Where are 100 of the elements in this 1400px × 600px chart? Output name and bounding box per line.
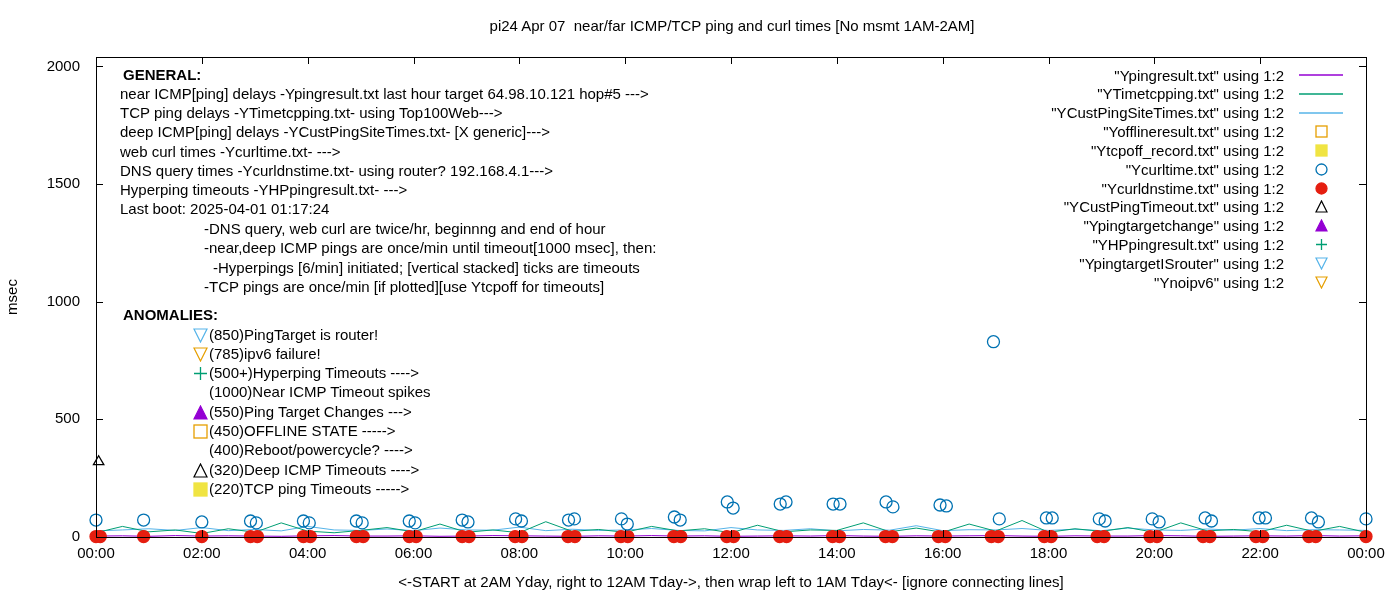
annotation: DNS query times -Ycurldnstime.txt- using router? 192.168.4.1---> <box>120 162 554 180</box>
annotation: web curl times -Ycurltime.txt- ---> <box>120 143 341 161</box>
annotation: -near,deep ICMP pings are once/min until timeout[1000 msec], then: <box>204 239 657 257</box>
x-tick-label: 10:00 <box>606 544 644 562</box>
point <box>1311 515 1326 529</box>
x-tick-label: 08:00 <box>500 544 539 562</box>
annotation: ANOMALIES: <box>123 306 218 324</box>
point <box>92 455 105 466</box>
legend-label: "YCustPingSiteTimes.txt" using 1:2 <box>1051 104 1284 122</box>
point <box>1039 511 1054 525</box>
legend-label: "Ypingtargetchange" using 1:2 <box>1083 217 1284 235</box>
chart-title: pi24 Apr 07 near/far ICMP/TCP ping and curl times [No msmt 1AM-2AM] <box>488 17 976 35</box>
legend-label: "Ytcpoff_record.txt" using 1:2 <box>1091 141 1284 159</box>
point <box>349 514 363 528</box>
legend-label: "YTimetcpping.txt" using 1:2 <box>1097 85 1284 103</box>
point <box>939 499 954 513</box>
x-tick-label: 18:00 <box>1029 544 1068 562</box>
annotation: -DNS query, web curl are twice/hr, beginnng and end of hour <box>204 220 606 238</box>
point <box>1252 511 1266 525</box>
annotation: near ICMP[ping] delays -Ypingresult.txt last hour target 64.98.10.121 hop#5 ---> <box>120 85 649 103</box>
x-tick-label: 00:00 <box>77 544 115 562</box>
x-tick-label: 14:00 <box>818 544 856 562</box>
point <box>296 514 311 528</box>
point <box>402 514 416 528</box>
x-tick-label: 04:00 <box>288 544 327 562</box>
point <box>614 512 629 526</box>
annotation: -TCP pings are once/min [if plotted][use Ytcpoff for timeouts] <box>204 278 605 296</box>
annotation: (785)ipv6 failure! <box>209 345 321 363</box>
legend-label: "Ynoipv6" using 1:2 <box>1154 273 1284 291</box>
annotation: (500+)Hyperping Timeouts ----> <box>209 364 420 382</box>
x-tick-label: 16:00 <box>923 544 962 562</box>
point <box>508 512 523 526</box>
y-tick-label: 500 <box>54 409 80 427</box>
annotation: Hyperping timeouts -YHPpingresult.txt- ---> <box>120 181 408 199</box>
legend-label: "Yofflineresult.txt" using 1:2 <box>1103 123 1284 141</box>
point <box>826 497 840 511</box>
annotation: (400)Reboot/powercycle? ----> <box>209 441 413 459</box>
point <box>992 512 1006 526</box>
legend-label: "Ycurldnstime.txt" using 1:2 <box>1101 179 1284 197</box>
annotation: (550)Ping Target Changes ---> <box>209 403 412 421</box>
x-tick-label: 06:00 <box>394 544 433 562</box>
annotation: -Hyperpings [6/min] initiated; [vertical stacked] ticks are timeouts <box>213 259 640 277</box>
legend-label: "YHPpingresult.txt" using 1:2 <box>1092 236 1284 254</box>
annotation: (850)PingTarget is router! <box>209 326 379 344</box>
point <box>136 529 151 544</box>
point <box>773 497 787 511</box>
annotation: (1000)Near ICMP Timeout spikes <box>209 383 431 401</box>
point <box>302 516 316 530</box>
point <box>886 500 900 514</box>
x-tick-label: 20:00 <box>1135 544 1174 562</box>
point <box>1152 515 1166 529</box>
point <box>673 513 687 527</box>
x-tick-label: 22:00 <box>1241 544 1279 562</box>
point <box>1304 511 1319 525</box>
annotation: deep ICMP[ping] delays -YCustPingSiteTimes.txt- [X generic]---> <box>120 123 551 141</box>
y-tick-label: 2000 <box>46 56 80 74</box>
y-tick-label: 1000 <box>46 291 80 309</box>
point <box>249 516 263 530</box>
point <box>561 513 576 527</box>
point <box>833 497 847 511</box>
y-axis-title: msec <box>3 278 21 317</box>
x-tick-label: 12:00 <box>712 544 750 562</box>
point <box>1045 511 1059 525</box>
point <box>667 510 682 524</box>
point <box>461 515 475 529</box>
point <box>1198 511 1212 525</box>
annotation: TCP ping delays -YTimetcpping.txt- using Top100Web---> <box>120 104 503 122</box>
point <box>567 512 582 526</box>
point <box>1359 512 1373 526</box>
legend-label: "Ypingresult.txt" using 1:2 <box>1114 66 1284 84</box>
annotation: (220)TCP ping Timeouts -----> <box>209 480 410 498</box>
point <box>1204 514 1219 528</box>
annotation: (320)Deep ICMP Timeouts ----> <box>209 461 420 479</box>
point <box>726 501 740 515</box>
legend-label: "YCustPingTimeout.txt" using 1:2 <box>1063 198 1284 216</box>
point <box>408 516 422 530</box>
legend-label: "Ycurltime.txt" using 1:2 <box>1125 160 1284 178</box>
point <box>455 513 469 527</box>
point <box>1258 511 1273 525</box>
x-tick-label: 02:00 <box>183 544 221 562</box>
point <box>243 514 258 528</box>
point <box>620 517 634 531</box>
annotation: GENERAL: <box>123 66 202 84</box>
point <box>89 513 103 527</box>
annotation: (450)OFFLINE STATE -----> <box>209 422 396 440</box>
point <box>355 516 369 530</box>
x-axis-title: <-START at 2AM Yday, right to 12AM Tday->, then wrap left to 1AM Tday<- [ignore connecting lines] <box>397 573 1065 591</box>
annotation: Last boot: 2025-04-01 01:17:24 <box>120 200 330 218</box>
point <box>195 515 209 529</box>
y-tick-label: 1500 <box>46 174 80 192</box>
point <box>136 513 151 527</box>
y-tick-label: 0 <box>71 527 80 545</box>
point <box>933 498 947 512</box>
legend-label: "YpingtargetISrouter" using 1:2 <box>1079 255 1284 272</box>
point <box>779 495 793 509</box>
point <box>1098 514 1112 528</box>
point <box>1092 512 1106 526</box>
point <box>879 495 893 509</box>
point <box>1145 512 1159 526</box>
x-tick-label: 00:00 <box>1347 544 1385 562</box>
